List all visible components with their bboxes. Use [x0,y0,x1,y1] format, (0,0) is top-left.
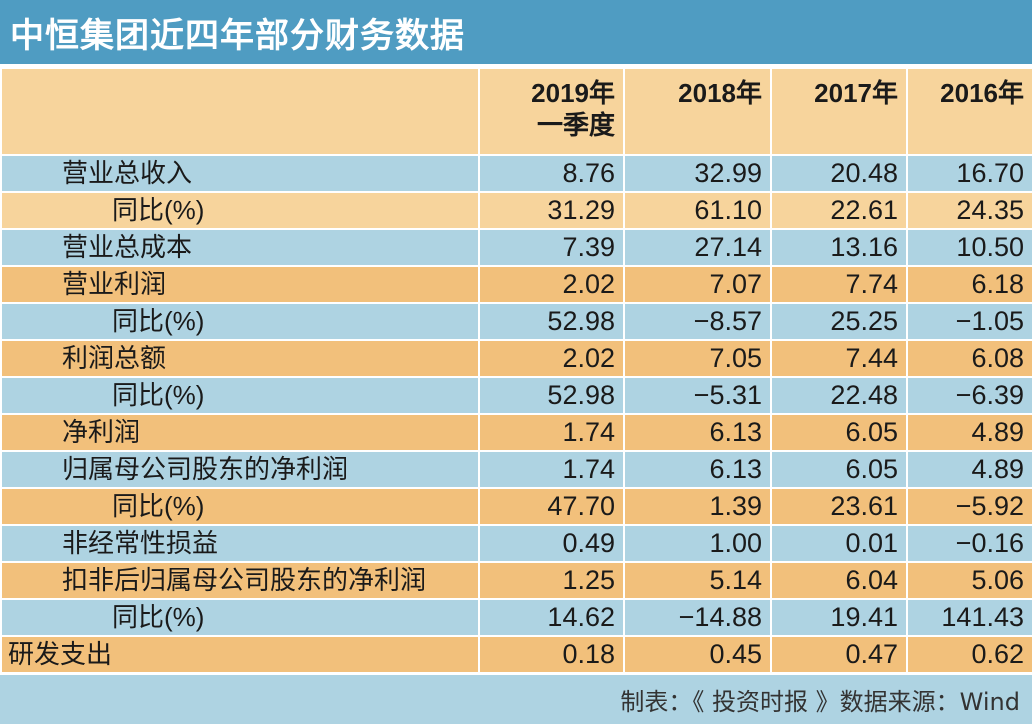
row-label: 同比(%) [0,191,480,230]
table-row: 同比(%) 52.98 −5.31 22.48 −6.39 [0,376,1032,415]
value-cell: 61.10 [623,191,772,230]
value-cell: 10.50 [906,228,1032,267]
value-cell: 1.25 [478,561,625,600]
table-row: 营业利润 2.02 7.07 7.74 6.18 [0,265,1032,304]
value-cell: 20.48 [770,154,908,193]
row-label: 扣非后归属母公司股东的净利润 [0,561,480,600]
footer-text: 制表：《 投资时报 》数据来源：Wind [620,688,1020,716]
column-header: 2016年 [906,67,1032,156]
value-cell: 0.62 [906,635,1032,674]
row-label: 同比(%) [0,487,480,526]
value-cell: −1.05 [906,302,1032,341]
value-cell: 22.48 [770,376,908,415]
value-cell: 7.05 [623,339,772,378]
value-cell: 1.74 [478,413,625,452]
value-cell: 7.74 [770,265,908,304]
value-cell: 6.05 [770,450,908,489]
row-label: 同比(%) [0,302,480,341]
value-cell: 23.61 [770,487,908,526]
value-cell: 2.02 [478,339,625,378]
table-row: 营业总收入 8.76 32.99 20.48 16.70 [0,154,1032,193]
column-header: 2018年 [623,67,772,156]
table-row: 研发支出 0.18 0.45 0.47 0.62 [0,635,1032,674]
value-cell: 1.39 [623,487,772,526]
value-cell: 25.25 [770,302,908,341]
value-cell: 47.70 [478,487,625,526]
header-label-cell [0,67,480,156]
value-cell: −6.39 [906,376,1032,415]
table-row: 同比(%) 14.62 −14.88 19.41 141.43 [0,598,1032,637]
value-cell: 14.62 [478,598,625,637]
value-cell: 7.39 [478,228,625,267]
value-cell: 0.49 [478,524,625,563]
value-cell: 22.61 [770,191,908,230]
value-cell: 52.98 [478,376,625,415]
value-cell: 24.35 [906,191,1032,230]
value-cell: −0.16 [906,524,1032,563]
table-row: 同比(%) 31.29 61.10 22.61 24.35 [0,191,1032,230]
value-cell: 52.98 [478,302,625,341]
source-footer: 制表：《 投资时报 》数据来源：Wind [0,675,1032,724]
value-cell: 4.89 [906,413,1032,452]
value-cell: 13.16 [770,228,908,267]
value-cell: 5.14 [623,561,772,600]
row-label: 营业利润 [0,265,480,304]
column-header: 2017年 [770,67,908,156]
value-cell: 0.47 [770,635,908,674]
value-cell: 8.76 [478,154,625,193]
title-bar: 中恒集团近四年部分财务数据 [0,0,1032,64]
row-label: 净利润 [0,413,480,452]
value-cell: 0.45 [623,635,772,674]
value-cell: 7.44 [770,339,908,378]
value-cell: −14.88 [623,598,772,637]
table-row: 利润总额 2.02 7.05 7.44 6.08 [0,339,1032,378]
value-cell: 31.29 [478,191,625,230]
value-cell: 6.18 [906,265,1032,304]
financial-table: 2019年 一季度 2018年 2017年 2016年 营业总收入 8.76 32.99 20… [0,67,1032,674]
table-row: 归属母公司股东的净利润 1.74 6.13 6.05 4.89 [0,450,1032,489]
value-cell: 7.07 [623,265,772,304]
table-row: 营业总成本 7.39 27.14 13.16 10.50 [0,228,1032,267]
table-body: 营业总收入 8.76 32.99 20.48 16.70 同比(%) 31.29 61.10 2… [0,154,1032,674]
value-cell: 5.06 [906,561,1032,600]
table-row: 扣非后归属母公司股东的净利润 1.25 5.14 6.04 5.06 [0,561,1032,600]
row-label: 归属母公司股东的净利润 [0,450,480,489]
page-title: 中恒集团近四年部分财务数据 [10,15,465,56]
value-cell: 1.00 [623,524,772,563]
row-label: 非经常性损益 [0,524,480,563]
value-cell: 32.99 [623,154,772,193]
table-row: 非经常性损益 0.49 1.00 0.01 −0.16 [0,524,1032,563]
table-row: 同比(%) 52.98 −8.57 25.25 −1.05 [0,302,1032,341]
column-header: 2019年 一季度 [478,67,625,156]
value-cell: 2.02 [478,265,625,304]
value-cell: 16.70 [906,154,1032,193]
value-cell: −5.92 [906,487,1032,526]
value-cell: 6.04 [770,561,908,600]
value-cell: 6.13 [623,413,772,452]
financial-table-wrap: 2019年 一季度 2018年 2017年 2016年 营业总收入 8.76 32.99 20… [0,67,1032,674]
value-cell: 0.18 [478,635,625,674]
table-row: 同比(%) 47.70 1.39 23.61 −5.92 [0,487,1032,526]
row-label: 同比(%) [0,598,480,637]
row-label: 营业总收入 [0,154,480,193]
value-cell: 27.14 [623,228,772,267]
table-header-row: 2019年 一季度 2018年 2017年 2016年 [0,67,1032,156]
value-cell: 141.43 [906,598,1032,637]
value-cell: 19.41 [770,598,908,637]
value-cell: 0.01 [770,524,908,563]
value-cell: 6.13 [623,450,772,489]
value-cell: −5.31 [623,376,772,415]
value-cell: 6.08 [906,339,1032,378]
value-cell: 4.89 [906,450,1032,489]
table-row: 净利润 1.74 6.13 6.05 4.89 [0,413,1032,452]
value-cell: 1.74 [478,450,625,489]
row-label: 同比(%) [0,376,480,415]
value-cell: 6.05 [770,413,908,452]
row-label: 营业总成本 [0,228,480,267]
value-cell: −8.57 [623,302,772,341]
row-label: 研发支出 [0,635,480,674]
row-label: 利润总额 [0,339,480,378]
